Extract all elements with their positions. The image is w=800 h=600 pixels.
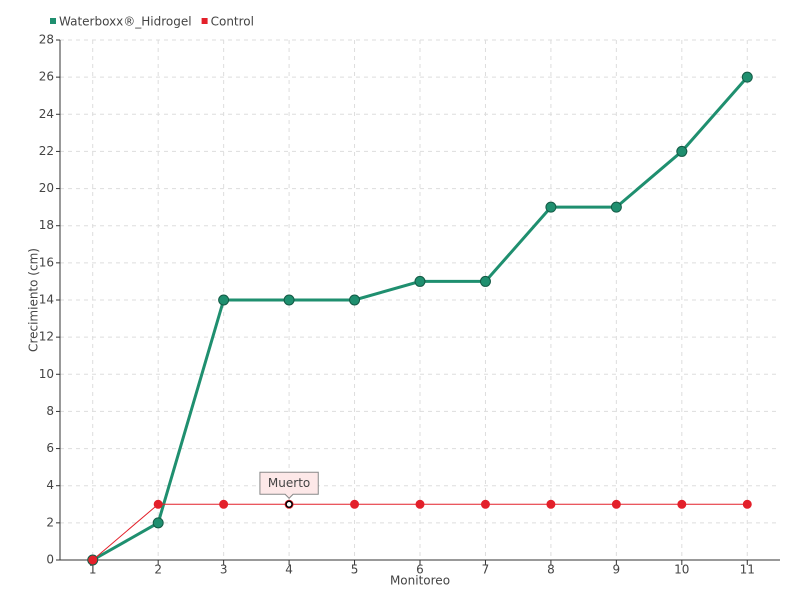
data-point xyxy=(349,294,361,306)
y-tick-label: 22 xyxy=(39,144,54,158)
data-point xyxy=(677,499,687,509)
data-point xyxy=(676,145,688,157)
x-tick-label: 10 xyxy=(674,563,689,577)
data-point xyxy=(546,499,556,509)
data-point xyxy=(88,555,98,565)
y-tick-label: 8 xyxy=(46,404,54,418)
y-tick-label: 28 xyxy=(39,33,54,47)
annotation-point xyxy=(285,500,293,509)
data-point xyxy=(742,499,752,509)
x-axis-label: Monitoreo xyxy=(390,574,450,588)
annotation-box xyxy=(259,471,319,499)
x-tick-label: 1 xyxy=(89,563,97,577)
data-point xyxy=(480,499,490,509)
x-tick-label: 9 xyxy=(613,563,621,577)
x-tick-label: 2 xyxy=(154,563,162,577)
x-tick-label: 8 xyxy=(547,563,555,577)
y-tick-label: 2 xyxy=(46,515,54,529)
annotation-text: Muerto xyxy=(268,476,310,490)
y-tick-label: 4 xyxy=(46,478,54,492)
x-tick-label: 11 xyxy=(740,563,755,577)
y-tick-label: 26 xyxy=(39,70,54,84)
data-point xyxy=(479,275,491,287)
x-tick-label: 7 xyxy=(482,563,490,577)
y-tick-label: 6 xyxy=(46,441,54,455)
data-point xyxy=(611,499,621,509)
x-tick-label: 3 xyxy=(220,563,228,577)
legend-label: Control xyxy=(211,15,254,29)
y-axis-label: Crecimiento (cm) xyxy=(27,248,41,352)
x-tick-label: 6 xyxy=(416,563,424,577)
legend-label: Waterboxx®_Hidrogel xyxy=(59,15,192,29)
x-tick-label: 5 xyxy=(351,563,359,577)
data-point xyxy=(741,71,753,83)
data-point xyxy=(610,201,622,213)
data-point xyxy=(415,499,425,509)
y-tick-label: 14 xyxy=(39,293,54,307)
data-point xyxy=(219,499,229,509)
data-point xyxy=(545,201,557,213)
y-tick-label: 20 xyxy=(39,181,54,195)
annotation: Muerto xyxy=(259,471,319,509)
series-line xyxy=(91,76,749,562)
data-point xyxy=(152,517,164,529)
data-point xyxy=(153,499,163,509)
x-tick-label: 4 xyxy=(285,563,293,577)
y-tick-label: 0 xyxy=(46,553,54,567)
y-tick-label: 16 xyxy=(39,255,54,269)
data-point xyxy=(350,499,360,509)
y-tick-label: 10 xyxy=(39,367,54,381)
y-tick-label: 24 xyxy=(39,107,54,121)
y-tick-label: 12 xyxy=(39,330,54,344)
data-point xyxy=(414,275,426,287)
legend-swatch xyxy=(50,18,56,24)
y-tick-label: 18 xyxy=(39,218,54,232)
data-point xyxy=(283,294,295,306)
data-point xyxy=(218,294,230,306)
legend-swatch xyxy=(201,18,208,24)
